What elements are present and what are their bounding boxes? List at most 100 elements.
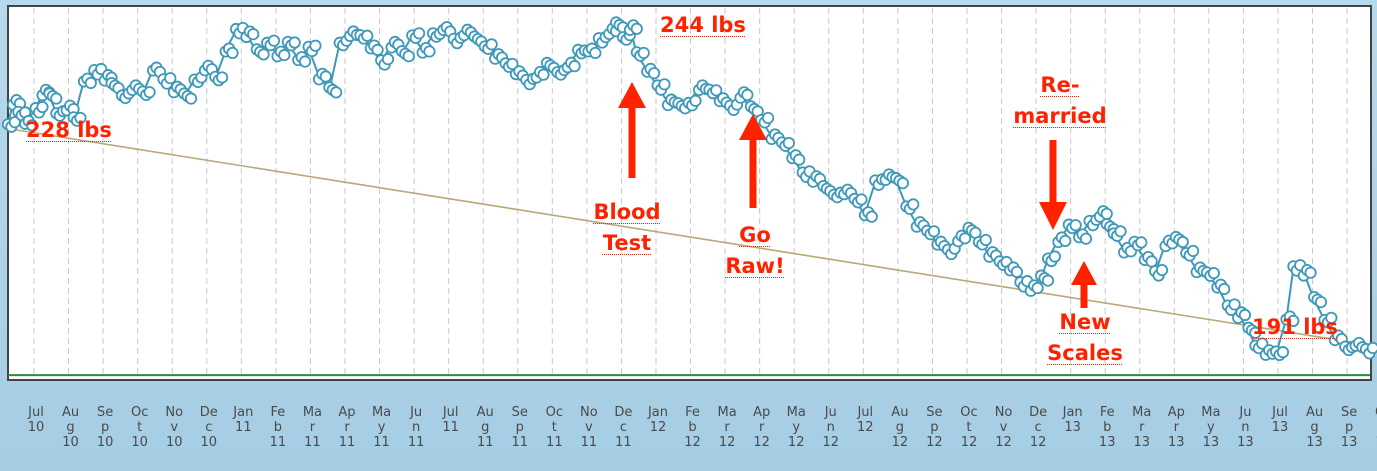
data-point (361, 29, 374, 42)
x-tick-label-line: Se (1341, 405, 1357, 420)
data-point (216, 71, 229, 84)
data-point (1276, 346, 1290, 359)
x-tick-label: Se p 13 (1341, 405, 1358, 450)
x-tick-label: Au g 11 (477, 405, 494, 450)
data-point (782, 136, 795, 150)
x-tick-label-line: Ma (718, 405, 737, 420)
x-tick-label-line: 11 (373, 435, 390, 450)
x-tick-label: Ma r 11 (303, 405, 322, 450)
x-tick-label-line: 11 (235, 420, 252, 435)
annotation-line: Re- (1040, 73, 1080, 97)
x-tick-label-line: Fe (1100, 405, 1115, 420)
x-tick-label-line: 12 (650, 420, 667, 435)
annotation-line: 244 lbs (660, 13, 746, 37)
x-tick-label-line: t (137, 420, 142, 435)
data-point (1048, 250, 1061, 263)
data-point (84, 76, 97, 90)
x-tick-label-line: b (688, 420, 696, 435)
annotation-line: Blood (593, 200, 661, 224)
x-tick-label: Fe b 11 (270, 405, 287, 450)
x-tick-label-line: 10 (201, 435, 218, 450)
x-tick-label-line: Jul (442, 405, 459, 420)
x-tick-label-line: 11 (270, 435, 287, 450)
x-tick-label: Oc t 12 (960, 405, 977, 450)
x-tick-label: Ju n 11 (408, 405, 425, 450)
annotation-line: 228 lbs (26, 118, 112, 142)
x-tick-label: Au g 12 (891, 405, 908, 450)
x-tick-label-line: De (1029, 405, 1047, 420)
x-tick-label-line: n (827, 420, 835, 435)
x-tick-label-line: 11 (581, 435, 598, 450)
annotation-blood-test: Blood Test (572, 197, 682, 259)
data-point (637, 46, 650, 60)
x-tick-label-line: 11 (442, 420, 459, 435)
x-tick-label-line: y (378, 420, 386, 435)
x-tick-label: Ap r 12 (753, 405, 770, 450)
x-tick-label-line: r (724, 420, 730, 435)
data-point (412, 27, 426, 40)
x-tick-label-line: Ap (1168, 405, 1185, 420)
x-tick-label: Oct13 (1375, 405, 1377, 450)
x-tick-label-line: n (1241, 420, 1249, 435)
data-point (143, 86, 156, 99)
data-point (402, 50, 415, 63)
x-tick-label: Ju n 12 (822, 405, 839, 450)
data-point (958, 232, 972, 245)
x-tick-label: Jul 10 (27, 405, 44, 435)
data-point (381, 53, 395, 66)
x-tick-label-line: p (101, 420, 109, 435)
annotation-remarried: Re-married (985, 70, 1135, 132)
x-tick-label: Fe b 12 (684, 405, 701, 450)
x-tick-label: Ju n 13 (1237, 405, 1254, 450)
x-tick-label-line: 12 (1030, 435, 1047, 450)
annotation-line: Scales (1047, 341, 1123, 365)
data-point (1176, 235, 1189, 249)
data-point (257, 48, 270, 61)
data-point (184, 92, 198, 105)
data-point (1366, 341, 1377, 355)
data-point (1145, 255, 1158, 268)
x-tick-label-line: 11 (339, 435, 356, 450)
x-tick-label-line: g (481, 420, 489, 435)
x-tick-label-line: 10 (166, 435, 183, 450)
data-point (1238, 308, 1252, 322)
data-point (164, 72, 177, 85)
x-tick-label-line: g (66, 420, 74, 435)
x-tick-label-line: Jul (27, 405, 44, 420)
arrow-blood-test (618, 82, 646, 178)
x-tick-label-line: 13 (1375, 435, 1377, 450)
x-tick-label-line: Jul (1271, 405, 1288, 420)
x-tick-label-line: 10 (28, 420, 45, 435)
data-point (907, 198, 920, 211)
data-point (1041, 274, 1055, 287)
arrow-remarried (1039, 140, 1067, 230)
x-tick-label-line: Au (1306, 405, 1323, 420)
data-point (855, 193, 868, 206)
data-point (1114, 225, 1127, 238)
x-tick-label-line: Fe (271, 405, 286, 420)
x-tick-label: Ma r 12 (718, 405, 737, 450)
x-tick-label-line: 12 (961, 435, 978, 450)
annotation-line: married (1013, 104, 1107, 128)
data-point (761, 111, 775, 125)
x-tick-label: Jan 13 (1062, 405, 1083, 435)
data-point (371, 43, 384, 56)
data-point (330, 86, 343, 99)
x-tick-label-line: 13 (1272, 420, 1289, 435)
x-tick-label-line: Ju (1238, 405, 1251, 420)
data-point (50, 92, 63, 105)
data-point (74, 111, 87, 125)
x-tick-label-line: y (1207, 420, 1215, 435)
data-point (1031, 281, 1044, 295)
annotation-line: Go (739, 223, 771, 247)
data-point (506, 57, 519, 71)
data-point (647, 67, 661, 80)
x-tick-label-line: c (620, 420, 627, 435)
data-point (36, 100, 49, 114)
data-point (226, 46, 239, 60)
x-tick-label-line: c (205, 420, 212, 435)
x-tick-label-line: Ap (338, 405, 355, 420)
x-tick-label: Oc t 10 (131, 405, 148, 450)
x-tick-label-line: 12 (822, 435, 839, 450)
